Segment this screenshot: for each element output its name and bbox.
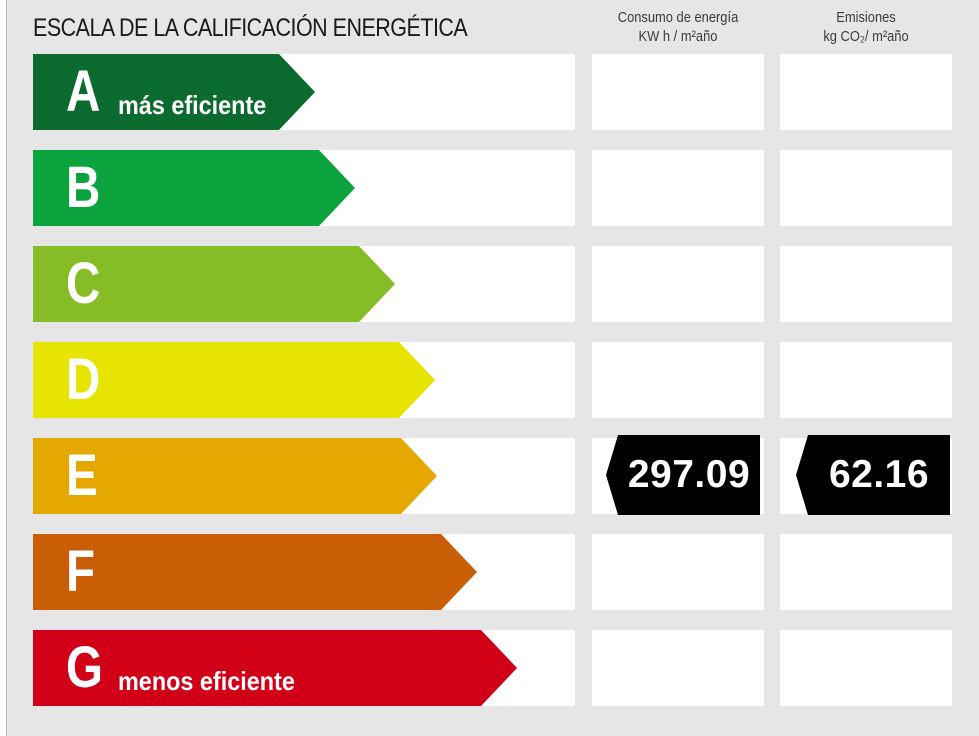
rating-arrow-shape	[33, 438, 437, 514]
emissions-cell-g	[780, 630, 952, 706]
emissions-column-unit: kg CO₂/ m²año	[823, 28, 909, 45]
energy-consumption-indicator-value: 297.09	[627, 453, 751, 496]
emissions-cell-b	[780, 150, 952, 226]
emissions-column-header: Emisiones kg CO₂/ m²año	[792, 8, 940, 46]
emissions-column-title: Emisiones	[836, 9, 896, 26]
label-title: ESCALA DE LA CALIFICACIÓN ENERGÉTICA	[33, 14, 468, 42]
rating-letter-g: G	[66, 635, 104, 700]
rating-arrow-shape	[33, 534, 477, 610]
emissions-cell-c	[780, 246, 952, 322]
rating-sublabel-g: menos eficiente	[118, 666, 295, 696]
rating-arrow-shape	[33, 342, 435, 418]
rating-bar-f	[33, 534, 477, 610]
emissions-cell-a	[780, 54, 952, 130]
energy-column-header: Consumo de energía KW h / m²año	[604, 8, 752, 46]
rating-letter-d: D	[66, 347, 101, 412]
emissions-indicator: 62.16	[796, 435, 950, 515]
rating-bar-a	[33, 54, 315, 130]
rating-bar-e	[33, 438, 437, 514]
emissions-indicator-value: 62.16	[828, 453, 930, 496]
energy-cell-d	[592, 342, 764, 418]
emissions-cell-f	[780, 534, 952, 610]
energy-cell-f	[592, 534, 764, 610]
energy-cell-g	[592, 630, 764, 706]
energy-cell-b	[592, 150, 764, 226]
rating-arrow-shape	[33, 630, 517, 706]
emissions-cell-d	[780, 342, 952, 418]
rating-letter-c: C	[66, 251, 101, 316]
rating-arrow-shape	[33, 150, 355, 226]
rating-sublabel-a: más eficiente	[118, 90, 267, 120]
energy-column-unit: KW h / m²año	[638, 28, 718, 45]
rating-arrow-shape	[33, 246, 395, 322]
energy-cell-a	[592, 54, 764, 130]
left-edge-strip	[0, 0, 7, 736]
rating-letter-a: A	[66, 59, 101, 124]
rating-letter-f: F	[66, 539, 96, 604]
rating-bar-c	[33, 246, 395, 322]
rating-letter-e: E	[66, 443, 98, 508]
rating-bar-g	[33, 630, 517, 706]
energy-column-title: Consumo de energía	[617, 9, 739, 26]
energy-consumption-indicator: 297.09	[606, 435, 760, 515]
rating-bar-b	[33, 150, 355, 226]
rating-bar-d	[33, 342, 435, 418]
rating-arrow-shape	[33, 54, 315, 130]
rating-letter-b: B	[66, 155, 101, 220]
energy-cell-c	[592, 246, 764, 322]
